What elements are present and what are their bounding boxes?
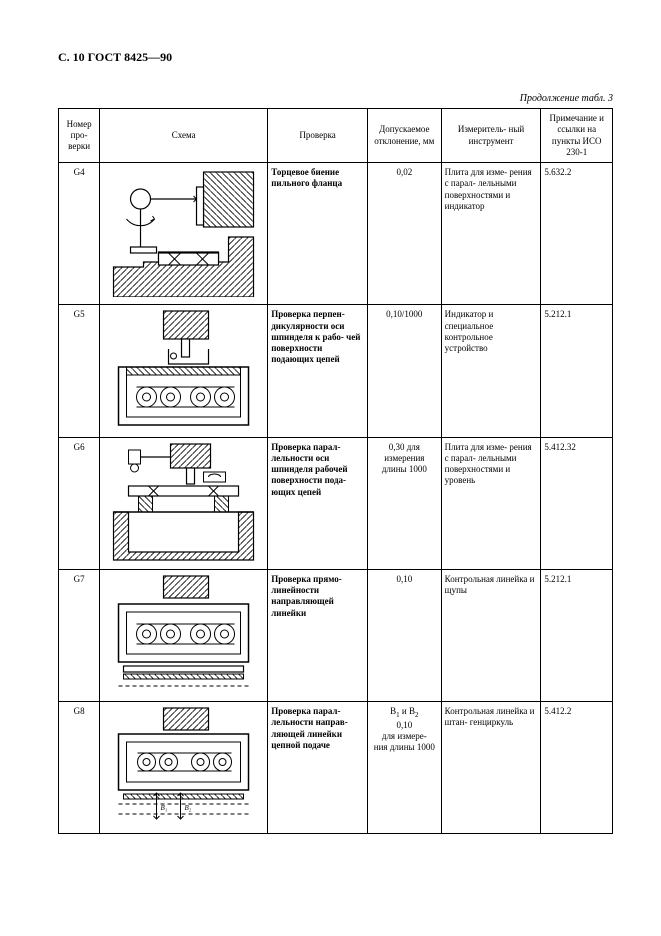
table-row: G8 (59, 702, 613, 834)
cell-instrument: Контрольная линейка и щупы (441, 569, 541, 701)
cell-reference: 5.632.2 (541, 163, 613, 305)
cell-reference: 5.212.1 (541, 305, 613, 437)
svg-text:B₂: B₂ (185, 804, 192, 812)
table-header-row: Номер про- верки Схема Проверка Допускае… (59, 109, 613, 163)
table-row: G4 (59, 163, 613, 305)
col-header-num: Номер про- верки (59, 109, 100, 163)
cell-instrument: Плита для изме- рения с парал- лельными … (441, 437, 541, 569)
cell-reference: 5.212.1 (541, 569, 613, 701)
cell-check: Проверка перпен- дикулярности оси шпинде… (268, 305, 368, 437)
diagram-g6 (103, 442, 264, 562)
cell-num: G7 (59, 569, 100, 701)
cell-schema (100, 437, 268, 569)
diagram-g8: B₁ B₂ (103, 706, 264, 826)
cell-num: G5 (59, 305, 100, 437)
cell-instrument: Плита для изме- рения с парал- лельными … (441, 163, 541, 305)
cell-deviation: 0,10 (367, 569, 441, 701)
cell-deviation: B1 и B20,10для измере-ния длины 1000 (367, 702, 441, 834)
table-row: G7 (59, 569, 613, 701)
cell-reference: 5.412.2 (541, 702, 613, 834)
cell-instrument: Контрольная линейка и штан- генциркуль (441, 702, 541, 834)
cell-deviation: 0,02 (367, 163, 441, 305)
cell-deviation: 0,10/1000 (367, 305, 441, 437)
col-header-reference: Примечание и ссылки на пункты ИСО 230-1 (541, 109, 613, 163)
cell-deviation: 0,30 для измерения длины 1000 (367, 437, 441, 569)
cell-schema (100, 569, 268, 701)
diagram-g5 (103, 309, 264, 429)
cell-check: Торцевое биение пильного фланца (268, 163, 368, 305)
col-header-deviation: Допускаемое отклонение, мм (367, 109, 441, 163)
cell-reference: 5.412.32 (541, 437, 613, 569)
cell-instrument: Индикатор и специальное контрольное устр… (441, 305, 541, 437)
table-row: G6 (59, 437, 613, 569)
table-continuation: Продолжение табл. 3 (58, 93, 613, 104)
diagram-g7 (103, 574, 264, 694)
cell-check: Проверка парал- лельности направ- ляющей… (268, 702, 368, 834)
col-header-schema: Схема (100, 109, 268, 163)
cell-num: G4 (59, 163, 100, 305)
cell-check: Проверка парал- лельности оси шпинделя р… (268, 437, 368, 569)
cell-num: G8 (59, 702, 100, 834)
cell-check: Проверка прямо- линейности направляющей … (268, 569, 368, 701)
col-header-check: Проверка (268, 109, 368, 163)
page-header: С. 10 ГОСТ 8425—90 (58, 50, 613, 65)
svg-text:B₁: B₁ (161, 804, 168, 812)
cell-schema (100, 163, 268, 305)
cell-schema: B₁ B₂ (100, 702, 268, 834)
table-row: G5 (59, 305, 613, 437)
col-header-instrument: Измеритель- ный инструмент (441, 109, 541, 163)
diagram-g4 (103, 167, 264, 297)
inspection-table: Номер про- верки Схема Проверка Допускае… (58, 108, 613, 834)
page: С. 10 ГОСТ 8425—90 Продолжение табл. 3 Н… (0, 0, 661, 936)
cell-schema (100, 305, 268, 437)
cell-num: G6 (59, 437, 100, 569)
